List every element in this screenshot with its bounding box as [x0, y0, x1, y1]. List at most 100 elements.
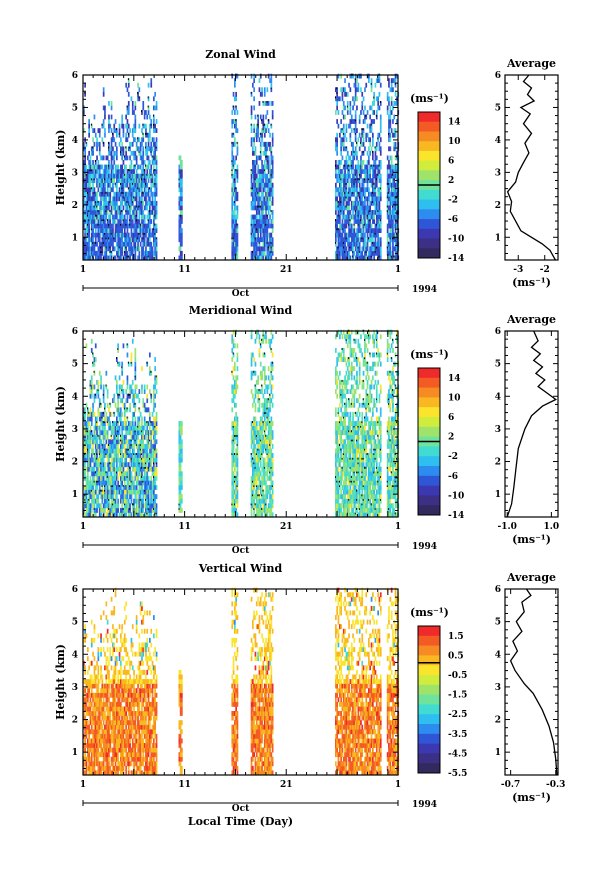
- colorbar-swatch: [418, 407, 440, 418]
- y-tick-label: 4: [72, 392, 78, 402]
- profile-x-axis-label: (ms⁻¹): [512, 276, 551, 289]
- profile-y-tick-label: 2: [495, 716, 501, 726]
- profile-title: Average: [506, 313, 556, 326]
- colorbar-swatch: [418, 743, 440, 754]
- profile-y-tick-label: 1: [495, 490, 501, 500]
- x-tick-label: 1: [80, 780, 86, 790]
- profile-y-tick-label: 1: [495, 233, 501, 243]
- colorbar-swatch: [418, 466, 440, 477]
- colorbar-swatch: [418, 505, 440, 516]
- colorbar-swatch: [418, 397, 440, 408]
- colorbar: 14 10 6 2 -2 -6 -10 -14 (ms⁻¹): [410, 92, 464, 264]
- month-label: Oct: [232, 804, 250, 814]
- month-label: Oct: [232, 546, 250, 556]
- profile-y-tick-label: 4: [495, 650, 501, 660]
- profile-title: Average: [506, 571, 556, 584]
- colorbar-tick-label: -14: [448, 511, 464, 521]
- colorbar-tick-label: -0.5: [448, 671, 467, 681]
- colorbar-tick-label: -10: [448, 491, 464, 501]
- x-axis-label: Local Time (Day): [188, 815, 293, 828]
- colorbar-swatch: [418, 209, 440, 220]
- profile-panel: Average 1 2 3 4 5 6 -3 -2(ms⁻¹): [495, 57, 559, 289]
- heatmap-cells: [83, 73, 400, 261]
- profile-x-tick-label: -1.0: [498, 522, 517, 532]
- colorbar-tick-label: 6: [448, 413, 454, 423]
- profile-y-tick-label: 5: [495, 103, 501, 113]
- profile-y-tick-label: 2: [495, 458, 501, 468]
- profile-x-tick-label: 1.0: [544, 522, 560, 532]
- colorbar-tick-label: -5.5: [448, 769, 467, 779]
- colorbar-swatch: [418, 446, 440, 457]
- colorbar-tick-label: -2: [448, 452, 458, 462]
- colorbar-unit: (ms⁻¹): [410, 92, 449, 105]
- y-tick-label: 4: [72, 650, 78, 660]
- y-tick-label: 1: [72, 748, 78, 758]
- colorbar-swatch: [418, 655, 440, 666]
- profile-title: Average: [506, 57, 556, 70]
- profile-y-tick-label: 6: [495, 585, 501, 595]
- y-tick-label: 3: [72, 425, 78, 435]
- profile-line: [506, 74, 556, 261]
- colorbar-swatch: [418, 377, 440, 389]
- colorbar-swatch: [418, 112, 440, 123]
- colorbar-tick-label: -3.5: [448, 730, 467, 740]
- colorbar-swatch: [418, 753, 440, 764]
- colorbar-swatch: [418, 645, 440, 656]
- heatmap-cells: [83, 329, 400, 518]
- profile-line: [506, 330, 558, 518]
- x-tick-label: 1: [80, 265, 86, 275]
- colorbar-swatch: [418, 160, 440, 171]
- profile-y-tick-label: 4: [495, 136, 501, 146]
- profile-line: [509, 588, 558, 776]
- colorbar-swatch: [418, 150, 440, 162]
- colorbar-swatch: [418, 485, 440, 496]
- year-label: 1994: [412, 542, 437, 552]
- profile-y-tick-label: 3: [495, 168, 501, 178]
- x-tick-label: 1: [395, 522, 401, 532]
- colorbar-unit: (ms⁻¹): [410, 606, 449, 619]
- colorbar-swatch: [418, 248, 440, 259]
- profile-x-tick-label: -2: [540, 265, 550, 275]
- profile-x-tick-label: -3: [513, 265, 523, 275]
- y-tick-label: 2: [72, 716, 78, 726]
- y-tick-label: 1: [72, 490, 78, 500]
- y-tick-label: 2: [72, 458, 78, 468]
- colorbar-swatch: [418, 763, 440, 774]
- colorbar-swatch: [418, 456, 440, 467]
- colorbar-tick-label: -4.5: [448, 749, 467, 759]
- colorbar-tick-label: -2.5: [448, 710, 467, 720]
- x-tick-label: 11: [178, 780, 191, 790]
- profile-y-tick-label: 3: [495, 425, 501, 435]
- profile-frame: [504, 588, 559, 776]
- colorbar-tick-label: 2: [448, 433, 454, 443]
- heatmap-cells: [83, 587, 400, 776]
- plot-frame: [82, 74, 399, 261]
- panel-title: Meridional Wind: [189, 304, 293, 317]
- profile-x-axis-label: (ms⁻¹): [512, 791, 551, 804]
- y-tick-label: 5: [72, 103, 78, 113]
- colorbar-swatch: [418, 426, 440, 438]
- colorbar-swatch: [418, 417, 440, 428]
- profile-x-axis-label: (ms⁻¹): [512, 533, 551, 546]
- panel-title: Vertical Wind: [198, 562, 283, 575]
- colorbar-swatch: [418, 684, 440, 696]
- y-tick-label: 3: [72, 168, 78, 178]
- colorbar-tick-label: 1.5: [448, 632, 464, 642]
- colorbar-swatch: [418, 219, 440, 230]
- profile-y-tick-label: 6: [495, 71, 501, 81]
- colorbar-tick-label: 14: [448, 374, 461, 384]
- y-axis-label: Height (km): [54, 130, 67, 206]
- colorbar-swatch: [418, 141, 440, 152]
- y-tick-label: 6: [72, 585, 78, 595]
- colorbar-tick-label: 2: [448, 176, 454, 186]
- x-tick-label: 1: [80, 522, 86, 532]
- colorbar-tick-label: -6: [448, 472, 458, 482]
- colorbar-tick-label: -10: [448, 235, 464, 245]
- colorbar: 1.5 0.5 -0.5 -1.5 -2.5 -3.5 -4.5 -5.5 (ms⁻¹): [410, 606, 467, 779]
